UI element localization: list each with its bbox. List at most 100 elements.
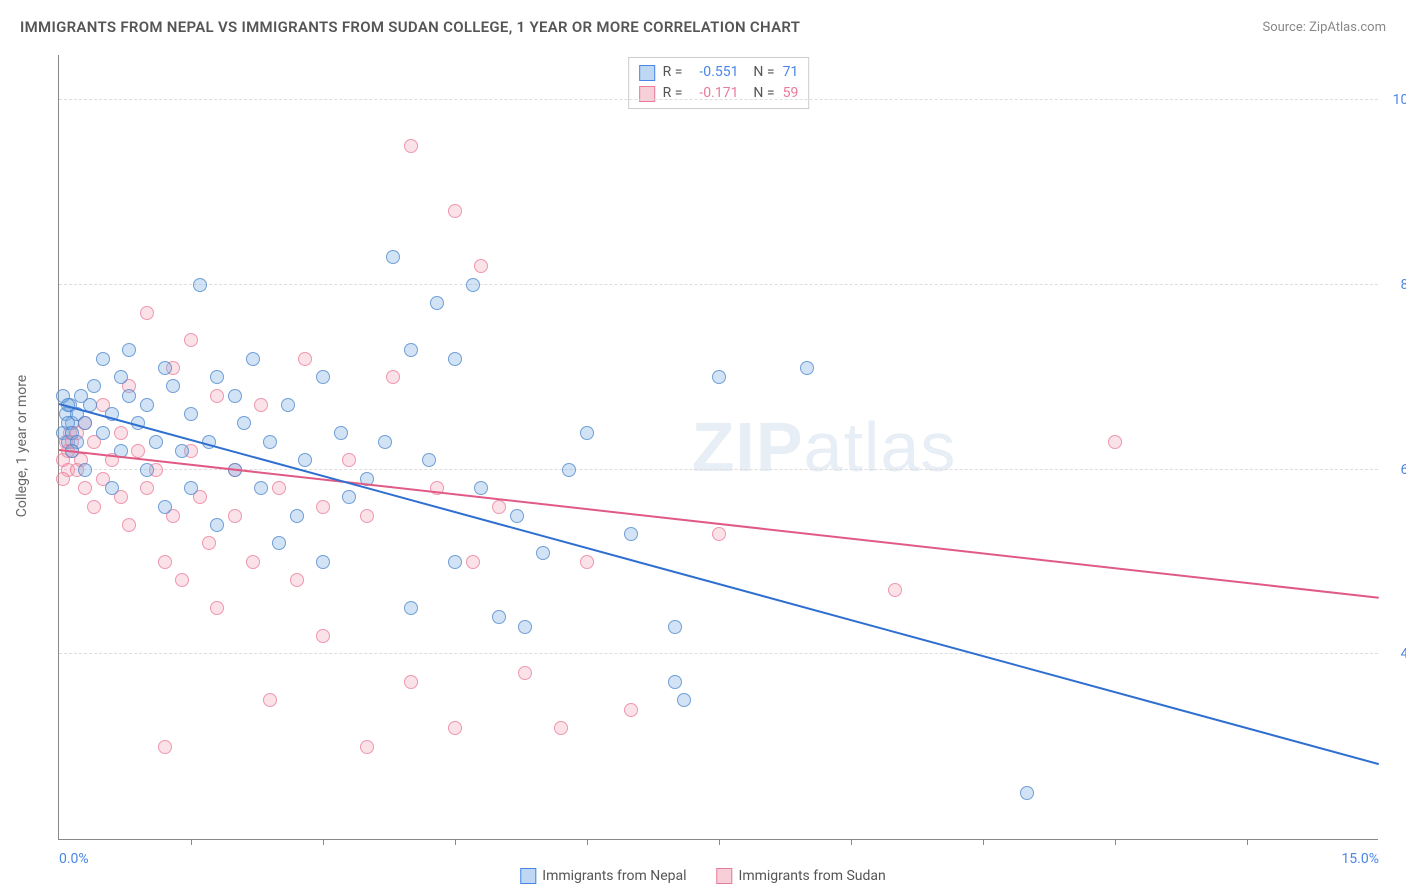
data-point xyxy=(210,370,224,384)
data-point xyxy=(184,333,198,347)
data-point xyxy=(202,536,216,550)
data-point xyxy=(580,426,594,440)
data-point xyxy=(140,398,154,412)
data-point xyxy=(448,555,462,569)
data-point xyxy=(466,278,480,292)
data-point xyxy=(360,509,374,523)
data-point xyxy=(1108,435,1122,449)
data-point xyxy=(272,481,286,495)
x-tick xyxy=(323,839,324,845)
gridline xyxy=(59,99,1378,100)
series-legend: Immigrants from Nepal Immigrants from Su… xyxy=(520,868,885,884)
data-point xyxy=(624,703,638,717)
data-point xyxy=(316,370,330,384)
x-tick xyxy=(587,839,588,845)
data-point xyxy=(316,629,330,643)
x-tick xyxy=(1115,839,1116,845)
data-point xyxy=(149,435,163,449)
data-point xyxy=(448,352,462,366)
data-point xyxy=(474,481,488,495)
data-point xyxy=(210,518,224,532)
data-point xyxy=(122,389,136,403)
swatch-blue-icon xyxy=(520,868,536,884)
data-point xyxy=(140,481,154,495)
data-point xyxy=(378,435,392,449)
data-point xyxy=(175,573,189,587)
data-point xyxy=(386,370,400,384)
data-point xyxy=(298,352,312,366)
data-point xyxy=(158,500,172,514)
data-point xyxy=(404,675,418,689)
data-point xyxy=(272,536,286,550)
data-point xyxy=(448,204,462,218)
data-point xyxy=(175,444,189,458)
data-point xyxy=(122,518,136,532)
data-point xyxy=(888,583,902,597)
y-tick-label: 100.0% xyxy=(1393,92,1406,108)
swatch-pink-icon xyxy=(717,868,733,884)
x-tick xyxy=(983,839,984,845)
x-tick xyxy=(719,839,720,845)
data-point xyxy=(228,389,242,403)
gridline xyxy=(59,469,1378,470)
data-point xyxy=(554,721,568,735)
data-point xyxy=(114,370,128,384)
data-point xyxy=(404,343,418,357)
data-point xyxy=(158,740,172,754)
chart-title: IMMIGRANTS FROM NEPAL VS IMMIGRANTS FROM… xyxy=(20,18,800,36)
data-point xyxy=(430,296,444,310)
data-point xyxy=(422,453,436,467)
data-point xyxy=(290,509,304,523)
data-point xyxy=(184,407,198,421)
x-tick xyxy=(1247,839,1248,845)
data-point xyxy=(96,426,110,440)
data-point xyxy=(562,463,576,477)
legend-row-nepal: R = -0.551 N = 71 xyxy=(639,62,799,83)
data-point xyxy=(96,352,110,366)
data-point xyxy=(78,416,92,430)
x-tick xyxy=(455,839,456,845)
data-point xyxy=(290,573,304,587)
data-point xyxy=(56,472,70,486)
source-attribution: Source: ZipAtlas.com xyxy=(1262,20,1386,35)
data-point xyxy=(518,666,532,680)
legend-item-sudan: Immigrants from Sudan xyxy=(717,868,886,884)
gridline xyxy=(59,653,1378,654)
data-point xyxy=(210,601,224,615)
data-point xyxy=(800,361,814,375)
data-point xyxy=(114,426,128,440)
data-point xyxy=(281,398,295,412)
data-point xyxy=(228,509,242,523)
data-point xyxy=(474,259,488,273)
y-axis-label: College, 1 year or more xyxy=(14,375,30,517)
data-point xyxy=(254,481,268,495)
gridline xyxy=(59,284,1378,285)
y-tick-label: 60.0% xyxy=(1400,462,1406,478)
data-point xyxy=(246,555,260,569)
data-point xyxy=(518,620,532,634)
data-point xyxy=(78,481,92,495)
data-point xyxy=(360,740,374,754)
data-point xyxy=(492,500,506,514)
y-tick-label: 40.0% xyxy=(1400,646,1406,662)
data-point xyxy=(342,453,356,467)
data-point xyxy=(712,370,726,384)
data-point xyxy=(624,527,638,541)
data-point xyxy=(263,435,277,449)
x-tick xyxy=(191,839,192,845)
data-point xyxy=(193,278,207,292)
data-point xyxy=(140,463,154,477)
data-point xyxy=(158,361,172,375)
scatter-chart: ZIPatlas R = -0.551 N = 71 R = -0.171 N … xyxy=(58,55,1378,840)
data-point xyxy=(246,352,260,366)
data-point xyxy=(131,444,145,458)
data-point xyxy=(166,379,180,393)
data-point xyxy=(334,426,348,440)
data-point xyxy=(122,343,136,357)
data-point xyxy=(492,610,506,624)
watermark: ZIPatlas xyxy=(692,407,957,487)
data-point xyxy=(510,509,524,523)
data-point xyxy=(184,481,198,495)
data-point xyxy=(87,379,101,393)
y-tick-label: 80.0% xyxy=(1400,277,1406,293)
